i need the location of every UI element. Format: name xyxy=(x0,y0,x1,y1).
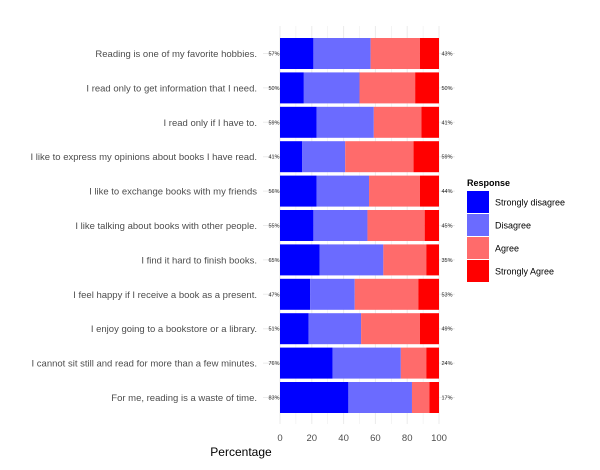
bar-disagree-9 xyxy=(332,347,401,379)
right-percent-label: 49% xyxy=(441,327,452,333)
bar-disagree-10 xyxy=(348,382,412,413)
bar-strongly-disagree-10 xyxy=(280,382,349,413)
x-tick-label: 0 xyxy=(277,433,282,444)
category-label: I like to express my opinions about book… xyxy=(30,152,257,163)
left-percent-label: 55% xyxy=(268,224,279,230)
bar-disagree-5 xyxy=(313,210,368,241)
bar-strongly-disagree-3 xyxy=(280,141,303,173)
legend: Response Strongly disagree Disagree Agree S… xyxy=(467,178,565,282)
bar-agree-7 xyxy=(354,278,419,310)
bar-strongly-disagree-9 xyxy=(280,347,333,379)
x-tick-label: 100 xyxy=(431,433,447,444)
bar-agree-5 xyxy=(367,210,425,241)
category-label: I read only to get information that I ne… xyxy=(86,83,257,94)
bar-strongly-agree-2 xyxy=(421,106,439,138)
bar-agree-2 xyxy=(373,106,422,138)
right-percent-label: 41% xyxy=(441,120,452,126)
bar-disagree-6 xyxy=(319,244,384,276)
category-label: I like talking about books with other pe… xyxy=(75,221,257,232)
x-tick-label: 60 xyxy=(370,433,381,444)
bar-agree-10 xyxy=(411,382,430,413)
bar-strongly-agree-10 xyxy=(429,382,439,413)
left-percent-label: 51% xyxy=(268,327,279,333)
x-tick-label: 80 xyxy=(402,433,413,444)
bar-strongly-disagree-7 xyxy=(280,278,311,310)
right-percent-label: 44% xyxy=(441,189,452,195)
bars-group xyxy=(280,38,439,413)
category-label: I cannot sit still and read for more tha… xyxy=(32,359,257,370)
right-percent-label: 50% xyxy=(441,86,452,92)
x-axis-ticks: 0 20 40 60 80 100 xyxy=(277,433,447,444)
right-percent-label: 53% xyxy=(441,292,452,298)
left-percent-label: 50% xyxy=(268,86,279,92)
x-tick-label: 20 xyxy=(307,433,318,444)
category-label: I feel happy if I receive a book as a pr… xyxy=(73,290,257,301)
bar-agree-9 xyxy=(400,347,427,379)
left-percent-label: 65% xyxy=(268,258,279,264)
bar-strongly-agree-9 xyxy=(426,347,439,379)
right-percent-label: 43% xyxy=(441,52,452,58)
category-label: Reading is one of my favorite hobbies. xyxy=(95,49,257,60)
legend-swatch-strongly-disagree xyxy=(467,191,489,213)
category-label: I read only if I have to. xyxy=(164,118,257,129)
legend-label: Disagree xyxy=(495,221,531,231)
left-percent-label: 41% xyxy=(268,155,279,161)
left-percent-label: 57% xyxy=(268,52,279,58)
right-percent-label: 35% xyxy=(441,258,452,264)
category-labels: Reading is one of my favorite hobbies. I … xyxy=(30,49,257,404)
bar-strongly-disagree-8 xyxy=(280,313,309,345)
bar-strongly-disagree-6 xyxy=(280,244,320,276)
bar-strongly-disagree-5 xyxy=(280,210,314,241)
bar-strongly-agree-6 xyxy=(426,244,439,276)
category-label: I like to exchange books with my friends xyxy=(89,187,257,198)
category-label: I find it hard to finish books. xyxy=(141,255,257,266)
x-axis-title: Percentage xyxy=(210,445,272,459)
bar-strongly-agree-5 xyxy=(424,210,439,241)
bar-strongly-disagree-1 xyxy=(280,72,304,104)
bar-disagree-8 xyxy=(308,313,362,345)
right-percent-label: 45% xyxy=(441,224,452,230)
bar-strongly-agree-3 xyxy=(413,141,439,173)
legend-swatch-disagree xyxy=(467,214,489,236)
bar-disagree-0 xyxy=(313,38,371,69)
bar-strongly-disagree-2 xyxy=(280,106,317,138)
bar-disagree-7 xyxy=(310,278,355,310)
left-percent-label: 83% xyxy=(268,396,279,402)
bar-strongly-agree-7 xyxy=(418,278,439,310)
left-percent-label: 59% xyxy=(268,120,279,126)
right-percent-label: 17% xyxy=(441,396,452,402)
bar-agree-0 xyxy=(370,38,420,69)
legend-swatch-agree xyxy=(467,237,489,259)
bar-agree-1 xyxy=(359,72,416,104)
left-percent-label: 56% xyxy=(268,189,279,195)
bar-disagree-3 xyxy=(302,141,346,173)
bar-agree-8 xyxy=(361,313,420,345)
category-label: I enjoy going to a bookstore or a librar… xyxy=(91,324,257,335)
bar-disagree-2 xyxy=(316,106,374,138)
x-tick-label: 40 xyxy=(338,433,349,444)
legend-label: Agree xyxy=(495,244,519,254)
bar-agree-6 xyxy=(383,244,427,276)
bar-agree-3 xyxy=(345,141,414,173)
percentage-labels: 57% 43% 50% 50% 59% 41% 41% 59% 56% 44% 55% 45% 65% 3… xyxy=(268,52,452,402)
legend-title: Response xyxy=(467,178,510,188)
bar-strongly-agree-1 xyxy=(415,72,439,104)
left-percent-label: 76% xyxy=(268,361,279,367)
left-percent-label: 47% xyxy=(268,292,279,298)
bar-strongly-agree-0 xyxy=(419,38,439,69)
right-percent-label: 24% xyxy=(441,361,452,367)
bar-disagree-4 xyxy=(316,175,370,207)
bar-strongly-agree-8 xyxy=(419,313,439,345)
bar-strongly-agree-4 xyxy=(419,175,439,207)
bar-agree-4 xyxy=(369,175,420,207)
right-percent-label: 59% xyxy=(441,155,452,161)
category-label: For me, reading is a waste of time. xyxy=(111,393,257,404)
legend-swatch-strongly-agree xyxy=(467,260,489,282)
legend-label: Strongly disagree xyxy=(495,198,565,208)
legend-label: Strongly Agree xyxy=(495,267,554,277)
bar-strongly-disagree-0 xyxy=(280,38,314,69)
bar-disagree-1 xyxy=(303,72,360,104)
bar-strongly-disagree-4 xyxy=(280,175,317,207)
